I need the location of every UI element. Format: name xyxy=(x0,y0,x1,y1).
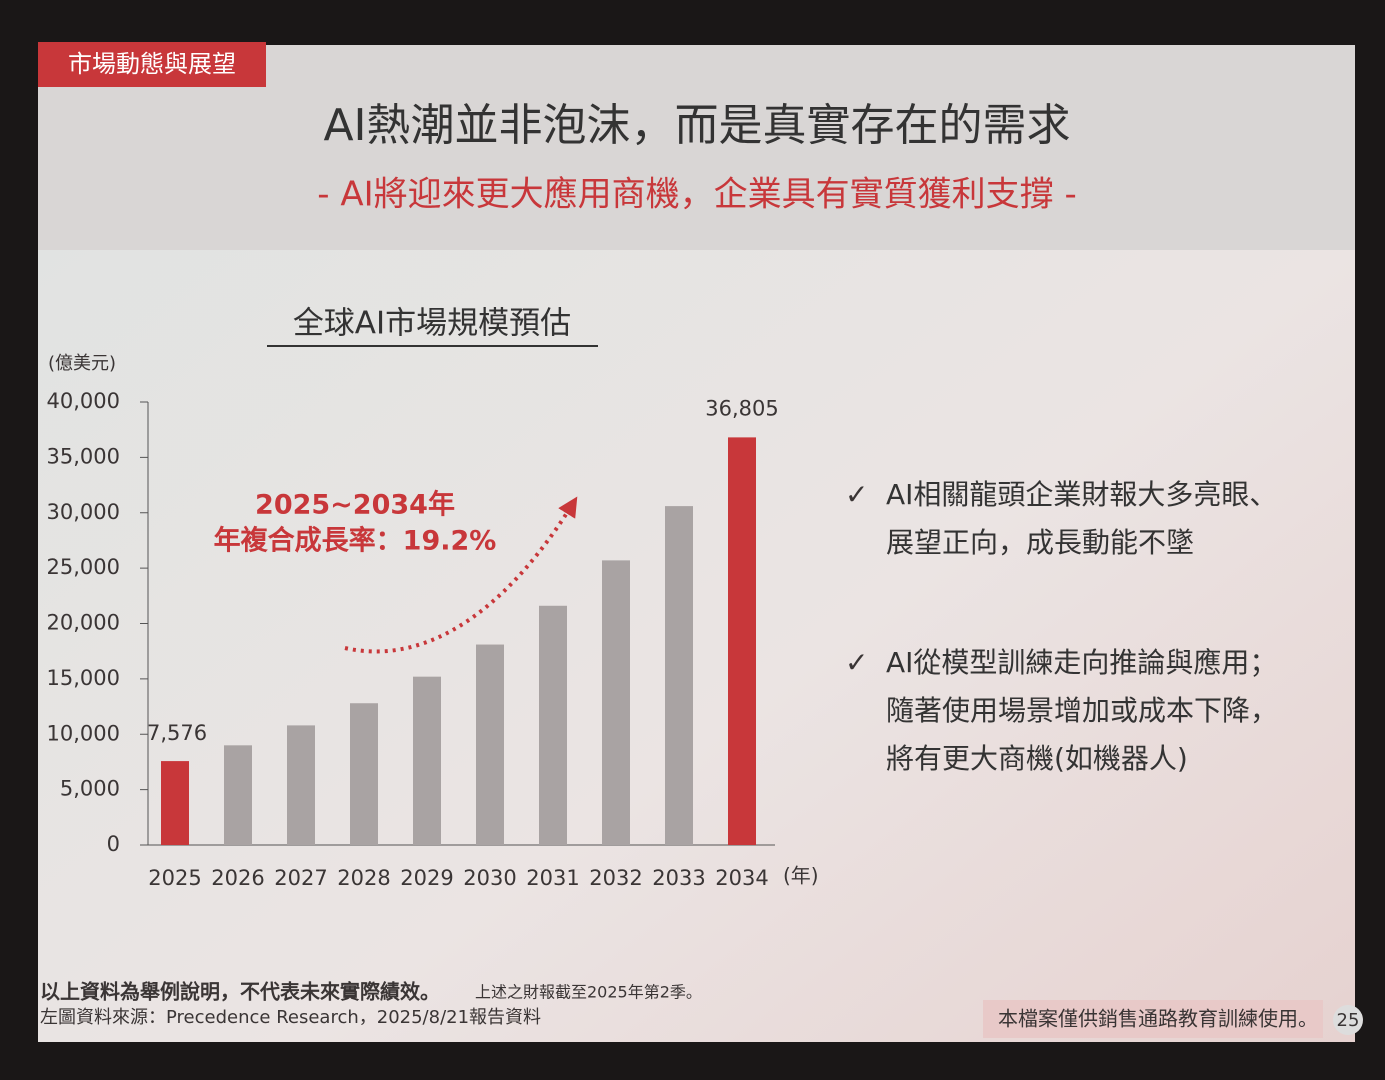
bullet-text: 展望正向，成長動能不墜 xyxy=(886,526,1194,559)
annotation: 年複合成長率：19.2% xyxy=(214,525,497,557)
page-badge xyxy=(1333,1005,1363,1035)
bar xyxy=(728,437,756,845)
y-tick-label: 40,000 xyxy=(47,389,120,413)
x-tick-label: 2032 xyxy=(589,866,642,890)
check-mark: ✓ xyxy=(845,646,868,679)
x-tick-label: 2030 xyxy=(463,866,516,890)
tag-bg xyxy=(38,42,266,87)
x-axis-label: (年) xyxy=(783,864,819,888)
bar xyxy=(539,605,567,845)
chart-title: 全球AI市場規模預估 xyxy=(293,306,571,342)
x-tick-label: 2029 xyxy=(400,866,453,890)
slide-subtitle: - AI將迎來更大應用商機，企業具有實質獲利支撐 - xyxy=(317,175,1076,215)
bullet-text: AI從模型訓練走向推論與應用； xyxy=(886,646,1277,679)
y-tick-label: 35,000 xyxy=(47,444,120,468)
annotation: 2025~2034年 xyxy=(255,489,455,521)
bar xyxy=(287,725,315,845)
x-tick-label: 2025 xyxy=(148,866,201,890)
bar xyxy=(350,703,378,845)
bullets: ✓ AI相關龍頭企業財報大多亮眼、展望正向，成長動能不墜 ✓ AI從模型訓練走向推論與… xyxy=(845,478,1278,775)
x-tick-label: 2031 xyxy=(526,866,579,890)
disclaimer: 以上資料為舉例說明，不代表未來實際績效。 xyxy=(40,980,440,1004)
source: 左圖資料來源：Precedence Research，2025/8/21報告資料 xyxy=(40,1007,541,1028)
y-tick-label: 0 xyxy=(107,832,120,856)
bar xyxy=(476,644,504,845)
bar xyxy=(602,560,630,845)
y-tick-label: 5,000 xyxy=(60,777,120,801)
usage-bg xyxy=(983,1000,1323,1038)
x-tick-label: 2034 xyxy=(715,866,768,890)
slide-title: AI熱潮並非泡沫，而是真實存在的需求 xyxy=(323,100,1070,151)
y-tick-label: 25,000 xyxy=(47,555,120,579)
x-tick-label: 2026 xyxy=(211,866,264,890)
y-tick-label: 10,000 xyxy=(47,721,120,745)
y-axis-label: (億美元) xyxy=(48,353,116,374)
usage-note: 本檔案僅供銷售通路教育訓練使用。 xyxy=(998,1007,1318,1031)
footnote: 上述之財報截至2025年第2季。 xyxy=(475,983,702,1002)
bar xyxy=(161,761,189,845)
bullet-text: 隨著使用場景增加或成本下降， xyxy=(886,694,1278,727)
y-tick-label: 30,000 xyxy=(47,500,120,524)
check-mark: ✓ xyxy=(845,478,868,511)
x-tick-label: 2028 xyxy=(337,866,390,890)
page-number: 25 xyxy=(1337,1010,1360,1031)
value-label: 36,805 xyxy=(705,396,778,420)
x-tick-label: 2027 xyxy=(274,866,327,890)
y-tick-label: 20,000 xyxy=(47,611,120,635)
bullet-text: AI相關龍頭企業財報大多亮眼、 xyxy=(886,478,1277,511)
bar xyxy=(665,506,693,845)
value-label: 7,576 xyxy=(147,721,207,745)
y-tick-label: 15,000 xyxy=(47,666,120,690)
bar xyxy=(413,676,441,845)
bar xyxy=(224,745,252,845)
section-tag: 市場動態與展望 xyxy=(68,50,236,78)
bullet-text: 將有更大商機(如機器人) xyxy=(886,742,1188,775)
x-tick-label: 2033 xyxy=(652,866,705,890)
